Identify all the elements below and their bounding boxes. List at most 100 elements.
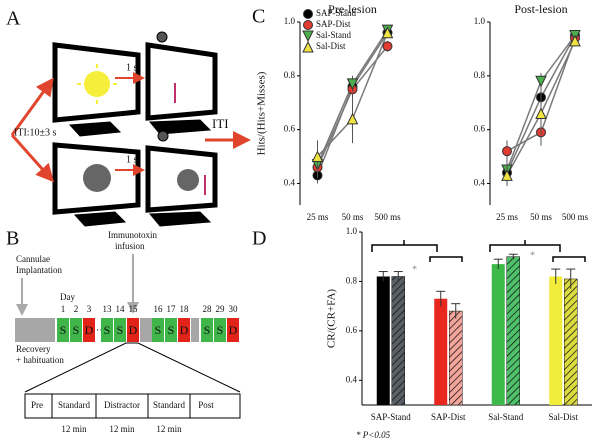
recovery-label: + habituation	[16, 355, 64, 365]
day-number: 2	[74, 304, 79, 314]
session-box	[57, 318, 69, 342]
y-tick-label: 1.0	[284, 16, 296, 26]
timeline-bar	[140, 318, 152, 342]
session-box	[165, 318, 177, 342]
session-letter: S	[117, 323, 124, 337]
iti-label: ITI:10±3 s	[14, 127, 57, 138]
y-tick-label: 0.6	[474, 124, 486, 134]
bar	[434, 298, 448, 405]
session-timeline	[24, 393, 241, 419]
cannulae-label: Cannulae	[16, 254, 50, 264]
session-letter: D	[229, 323, 238, 337]
point	[535, 107, 547, 119]
session-letter: S	[104, 323, 111, 337]
day-number: 14	[116, 304, 126, 314]
point	[569, 34, 581, 47]
session-letter: D	[180, 323, 189, 337]
day-label: Day	[60, 292, 75, 302]
point	[535, 75, 547, 88]
phase-label: Standard	[153, 400, 185, 410]
session-box	[152, 318, 164, 342]
point	[346, 78, 359, 91]
task-diagram	[10, 31, 251, 227]
day-number: 15	[129, 304, 139, 314]
session-box	[214, 318, 226, 342]
session-frame	[24, 393, 241, 419]
infusion-label: Immunotoxin	[108, 230, 157, 240]
panel-label: A	[6, 8, 21, 30]
session-letter: D	[85, 323, 94, 337]
y-tick-label: 0.6	[346, 325, 358, 335]
x-tick-label: 50 ms	[342, 212, 364, 222]
session-box	[114, 318, 126, 342]
x-tick-label: Sal-Stand	[488, 412, 523, 422]
chart-title: Pre-lesion	[328, 2, 377, 16]
x-tick-label: 50 ms	[530, 212, 552, 222]
x-tick-label: 25 ms	[496, 212, 518, 222]
session-letter: D	[129, 323, 138, 337]
y-tick-label: 0.4	[474, 178, 486, 188]
panel-label: D	[252, 228, 266, 250]
legend-label: SAP-Dist	[316, 19, 351, 29]
day-number: 28	[203, 304, 213, 314]
infusion-label: infusion	[115, 241, 145, 251]
day-number: 17	[167, 304, 177, 314]
point	[346, 112, 359, 125]
session-letter: S	[73, 323, 80, 337]
session-box	[70, 318, 82, 342]
significance-label: *	[530, 250, 535, 261]
y-axis-label: CR/(CR+FA)	[326, 289, 338, 349]
significance	[371, 240, 586, 262]
y-tick-label: 0.8	[284, 70, 296, 80]
legend-label: SAP-Stand	[316, 8, 357, 18]
y-tick-label: 1.0	[474, 16, 486, 26]
x-tick-label: SAP-Dist	[431, 412, 466, 422]
session-letter: S	[217, 323, 224, 337]
bar-hatch	[506, 256, 520, 406]
x-tick-label: SAP-Stand	[371, 412, 412, 422]
day-number: 13	[103, 304, 113, 314]
significance-label: *	[412, 264, 417, 275]
legend-label: Sal-Stand	[316, 30, 351, 40]
y-tick-label: 0.8	[346, 275, 358, 285]
session-letter: S	[60, 323, 67, 337]
y-tick-label: 0.6	[284, 124, 296, 134]
recovery-label: Recovery	[16, 344, 51, 354]
bar-hatch	[391, 276, 405, 406]
delay-label: 1 s	[126, 154, 138, 165]
recovery-bar	[15, 318, 55, 342]
session-box	[201, 318, 213, 342]
zoom-lines	[24, 342, 241, 393]
point	[381, 26, 394, 39]
legend-label: Sal-Dist	[316, 41, 346, 51]
session-box	[101, 318, 113, 342]
point	[311, 150, 324, 163]
phase-label: Pre	[31, 400, 43, 410]
iti-label: ITI	[212, 116, 229, 131]
session-box	[227, 318, 239, 342]
point	[382, 41, 393, 52]
day-number: 16	[154, 304, 164, 314]
point	[303, 9, 313, 19]
day-number: 1	[61, 304, 66, 314]
duration-label: 12 min	[109, 424, 135, 434]
phase-label: Post	[198, 400, 214, 410]
point	[302, 40, 314, 53]
panel-label: C	[252, 6, 265, 28]
bar	[491, 264, 505, 405]
y-tick-label: 1.0	[346, 226, 358, 236]
session-box	[127, 318, 139, 342]
phase-label: Standard	[58, 400, 90, 410]
bar-hatch	[449, 310, 463, 406]
day-number: 3	[87, 304, 92, 314]
chart-title: Post-lesion	[514, 2, 567, 16]
day-number: 18	[180, 304, 190, 314]
delay-label: 1 s	[126, 62, 138, 73]
point	[302, 30, 314, 43]
cannulae-label: Implantation	[16, 265, 62, 275]
point	[501, 169, 513, 181]
x-tick-label: Sal-Dist	[548, 412, 578, 422]
point	[303, 20, 313, 30]
x-tick-label: 25 ms	[307, 212, 329, 222]
